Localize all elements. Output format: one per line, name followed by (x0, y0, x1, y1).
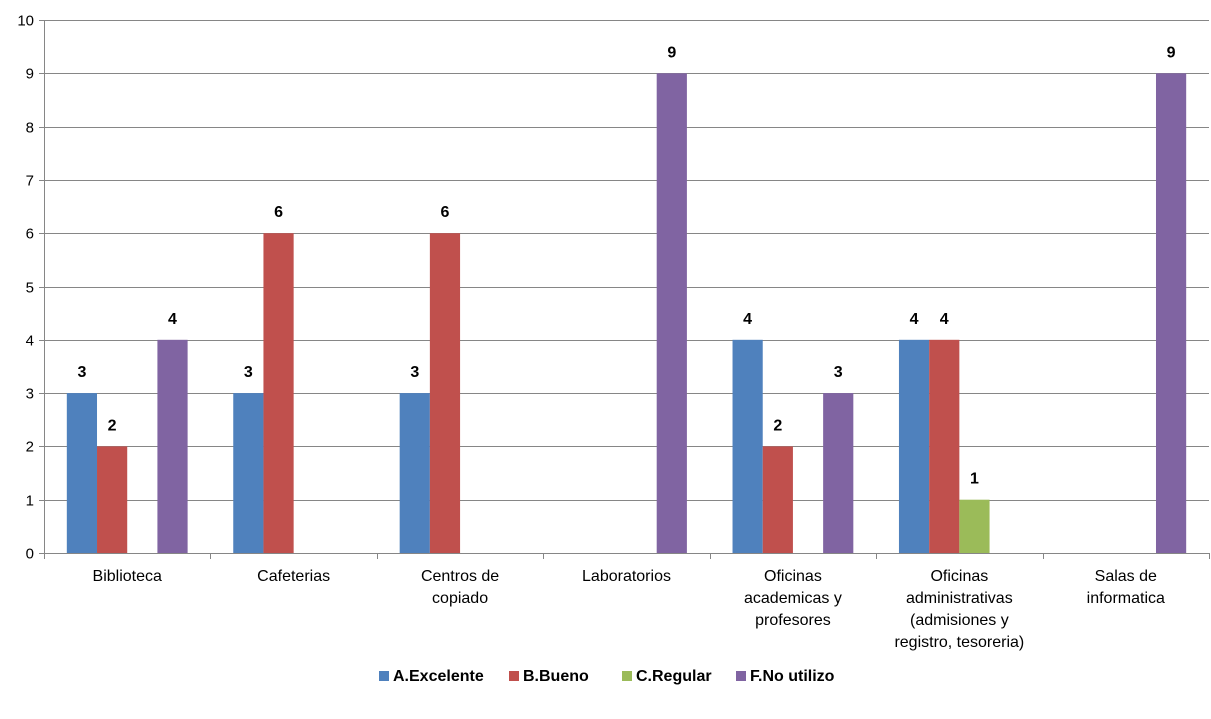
bar-b-bueno-1 (263, 233, 294, 553)
legend-swatch (736, 671, 746, 681)
legend-swatch (379, 671, 389, 681)
y-tick-label: 6 (26, 226, 34, 243)
legend-label: A.Excelente (393, 668, 484, 685)
data-labels: 3 2 4 3 6 3 6 9 4 2 3 4 4 1 9 (77, 44, 1175, 487)
bar-a-excelente-1 (233, 393, 264, 553)
data-label: 4 (910, 311, 919, 328)
category-label: Centros de copiado (421, 568, 499, 607)
bar-b-bueno-4 (762, 446, 793, 553)
category-labels: Biblioteca Cafeterias Centros de copiado Lab… (93, 568, 1165, 651)
y-tick-label: 2 (26, 439, 34, 456)
category-label: Biblioteca (93, 568, 162, 585)
bar-c-regular-5 (959, 499, 990, 553)
y-tick-label: 4 (26, 333, 34, 350)
bars (66, 73, 1187, 554)
bar-f-no-utilizo-3 (656, 73, 687, 554)
data-label: 3 (834, 364, 843, 381)
bar-b-bueno-0 (97, 446, 128, 553)
data-label: 2 (108, 417, 117, 434)
y-tick-label: 3 (26, 386, 34, 403)
bar-a-excelente-4 (732, 339, 763, 553)
legend-item-c-regular: C.Regular (622, 668, 712, 685)
y-tick-label: 10 (17, 13, 34, 30)
data-label: 3 (244, 364, 253, 381)
data-label: 3 (410, 364, 419, 381)
bar-a-excelente-0 (66, 393, 98, 553)
legend-label: B.Bueno (523, 668, 589, 685)
bar-b-bueno-5 (929, 339, 960, 553)
y-tick-label: 7 (26, 173, 34, 190)
category-label: Laboratorios (582, 568, 671, 585)
bar-a-excelente-5 (898, 339, 930, 553)
category-label: Oficinas academicas y profesores (744, 568, 842, 629)
data-label: 9 (1167, 44, 1176, 61)
data-label: 3 (77, 364, 86, 381)
y-tick-label: 9 (26, 66, 34, 83)
bar-b-bueno-2 (429, 233, 461, 553)
bar-f-no-utilizo-4 (823, 393, 854, 553)
legend-label: F.No utilizo (750, 668, 835, 685)
bar-f-no-utilizo-6 (1155, 73, 1187, 554)
y-tick-label: 1 (26, 493, 34, 510)
data-label: 4 (168, 311, 177, 328)
data-label: 2 (773, 417, 782, 434)
legend-item-f-no-utilizo: F.No utilizo (736, 668, 835, 685)
data-label: 4 (940, 311, 949, 328)
gridlines (44, 20, 1209, 501)
data-label: 6 (274, 204, 283, 221)
legend-swatch (622, 671, 632, 681)
data-label: 9 (667, 44, 676, 61)
bar-a-excelente-2 (399, 393, 430, 553)
category-label: Cafeterias (257, 568, 330, 585)
data-label: 1 (970, 471, 979, 488)
legend-label: C.Regular (636, 668, 712, 685)
legend-swatch (509, 671, 519, 681)
legend-item-b-bueno: B.Bueno (509, 668, 589, 685)
axes (39, 20, 1210, 559)
y-tick-label: 5 (26, 280, 34, 297)
y-tick-labels: 0 1 2 3 4 5 6 7 8 9 10 (17, 13, 34, 563)
category-label: Salas de informatica (1087, 568, 1165, 607)
y-tick-label: 0 (26, 546, 34, 563)
bar-f-no-utilizo-0 (157, 339, 188, 553)
y-tick-label: 8 (26, 120, 34, 137)
data-label: 6 (441, 204, 450, 221)
legend-item-a-excelente: A.Excelente (379, 668, 484, 685)
data-label: 4 (743, 311, 752, 328)
category-label: Oficinas administrativas (admisiones y regi… (894, 568, 1024, 651)
legend: A.Excelente B.Bueno C.Regular F.No utilizo (379, 668, 835, 685)
